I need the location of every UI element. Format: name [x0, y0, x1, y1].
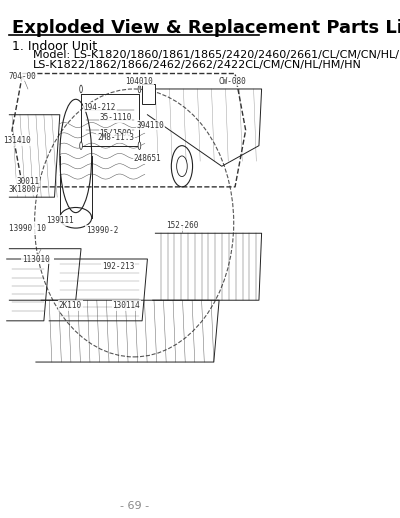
Text: 152-260: 152-260	[166, 221, 198, 230]
Ellipse shape	[138, 142, 141, 150]
Text: 2K110: 2K110	[59, 301, 82, 310]
Text: 1. Indoor Unit: 1. Indoor Unit	[12, 40, 97, 53]
Text: 192-213: 192-213	[102, 262, 134, 271]
Text: CW-080: CW-080	[218, 77, 246, 86]
Text: Exploded View & Replacement Parts List: Exploded View & Replacement Parts List	[12, 19, 400, 37]
Text: 131410: 131410	[4, 136, 31, 145]
Text: 394110: 394110	[136, 121, 164, 130]
FancyBboxPatch shape	[142, 84, 155, 105]
Text: - 69 -: - 69 -	[120, 501, 149, 511]
Text: 13990-2: 13990-2	[86, 226, 118, 235]
Text: 13990 10: 13990 10	[10, 224, 46, 233]
Text: 3K1800: 3K1800	[9, 185, 36, 194]
Text: 15/1500: 15/1500	[99, 128, 132, 137]
Ellipse shape	[138, 85, 141, 93]
Text: 139111: 139111	[46, 216, 74, 225]
Text: LS-K1822/1862/1866/2462/2662/2422CL/CM/CN/HL/HM/HN: LS-K1822/1862/1866/2462/2662/2422CL/CM/C…	[33, 60, 362, 69]
Text: 35-1110: 35-1110	[99, 113, 132, 122]
Text: 113010: 113010	[22, 254, 50, 264]
Text: 704-00: 704-00	[9, 71, 36, 81]
Text: 248651: 248651	[134, 154, 161, 163]
Ellipse shape	[80, 85, 82, 93]
Ellipse shape	[80, 142, 82, 150]
Text: 130114: 130114	[112, 301, 140, 310]
Text: 104010: 104010	[126, 77, 153, 86]
Text: 30011: 30011	[16, 177, 40, 186]
Text: 194-212: 194-212	[84, 103, 116, 111]
Text: 2M8-11.3: 2M8-11.3	[97, 134, 134, 142]
Text: Model: LS-K1820/1860/1861/1865/2420/2460/2661/CL/CM/CN/HL/HM/HN: Model: LS-K1820/1860/1861/1865/2420/2460…	[33, 50, 400, 60]
